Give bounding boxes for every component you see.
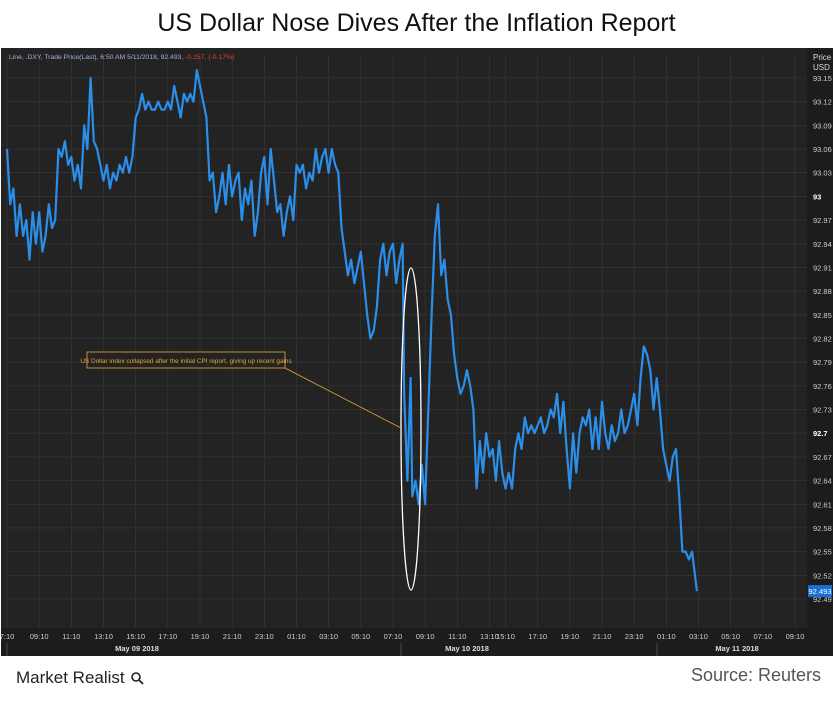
- y-tick-label: 92.52: [813, 571, 832, 580]
- y-tick-label: 92.94: [813, 240, 832, 249]
- series-line: [5, 69, 698, 592]
- x-tick-label: 13:10: [94, 632, 113, 641]
- y-tick-label: 92.79: [813, 358, 832, 367]
- y-tick-label: 92.64: [813, 477, 832, 486]
- y-tick-label: 93.12: [813, 98, 832, 107]
- x-tick-label: 09:10: [30, 632, 49, 641]
- x-tick-label: 05:10: [721, 632, 740, 641]
- y-tick-label: 93: [813, 192, 821, 201]
- y-axis-label: Price: [813, 53, 832, 62]
- x-tick-label: 15:10: [496, 632, 515, 641]
- x-tick-label: 21:10: [223, 632, 242, 641]
- x-tick-label: 09:10: [416, 632, 435, 641]
- x-tick-label: 19:10: [560, 632, 579, 641]
- x-tick-label: 01:10: [657, 632, 676, 641]
- y-tick-label: 92.55: [813, 548, 832, 557]
- x-tick-label: 17:10: [158, 632, 177, 641]
- y-tick-label: 92.85: [813, 311, 832, 320]
- y-tick-label: 93.09: [813, 121, 832, 130]
- y-tick-label: 92.97: [813, 216, 832, 225]
- x-tick-label: 23:10: [255, 632, 274, 641]
- y-tick-label: 93.03: [813, 169, 832, 178]
- highlight-ellipse: [400, 267, 422, 591]
- x-tick-label: 19:10: [191, 632, 210, 641]
- x-axis: 7:10 09:10 11:10 13:10 15:10 17:10 19:10 21:10 2…: [0, 628, 833, 656]
- annotation-box: [86, 351, 286, 369]
- y-tick-label: 93.06: [813, 145, 832, 154]
- magnifier-icon: [130, 672, 144, 685]
- x-tick-label: 21:10: [593, 632, 612, 641]
- y-tick-label: 92.7: [813, 429, 828, 438]
- y-tick-label: 92.49: [813, 595, 832, 604]
- brand-name: Market Realist: [16, 668, 125, 687]
- legend-label: Line, .DXY, Trade Price(Last), 6:50 AM 5…: [9, 54, 234, 61]
- x-tick-label: 07:10: [384, 632, 403, 641]
- y-tick-label: 93.15: [813, 74, 832, 83]
- y-tick-label: 92.76: [813, 382, 832, 391]
- x-tick-label: 11:10: [448, 632, 466, 641]
- overlay: Line, .DXY, Trade Price(Last), 6:50 AM 5…: [9, 54, 832, 598]
- x-tick-label: 03:10: [319, 632, 338, 641]
- x-tick-label: 11:10: [62, 632, 80, 641]
- y-tick-label: 92.73: [813, 406, 832, 415]
- y-tick-label: 92.82: [813, 335, 832, 344]
- annotation-text: US Dollar index collapsed after the init…: [80, 358, 291, 365]
- date-label: May 09 2018: [115, 644, 159, 653]
- x-tick-label: 03:10: [689, 632, 708, 641]
- date-label: May 11 2018: [715, 644, 758, 653]
- y-tick-label: 92.91: [813, 263, 832, 272]
- y-tick-label: 92.58: [813, 524, 832, 533]
- x-axis-panel: [1, 628, 833, 656]
- y-tick-label: 92.61: [813, 500, 832, 509]
- x-tick-label: 05:10: [351, 632, 370, 641]
- x-tick-label: 17:10: [528, 632, 547, 641]
- x-tick-label: 13:10: [480, 632, 499, 641]
- series-layer: [5, 69, 698, 592]
- page-title: US Dollar Nose Dives After the Inflation…: [157, 9, 676, 37]
- y-axis-unit: USD: [813, 63, 830, 72]
- y-tick-label: 92.88: [813, 287, 832, 296]
- x-tick-label: 09:10: [786, 632, 805, 641]
- y-tick-label: 92.67: [813, 453, 832, 462]
- brand-logo: Market Realist: [16, 668, 144, 688]
- y-axis-panel: [807, 48, 833, 628]
- x-tick-label: 07:10: [753, 632, 772, 641]
- x-tick-label: 15:10: [126, 632, 145, 641]
- x-tick-label: 7:10: [1, 632, 14, 641]
- x-tick-label: 01:10: [287, 632, 306, 641]
- date-label: May 10 2018: [445, 644, 489, 653]
- chart-container: Price USD 93.15 93.12 93.09 93.06 93.03 93 92.97…: [0, 48, 833, 656]
- annotation-leader: [284, 367, 402, 429]
- last-price-label: 92.493: [809, 587, 832, 596]
- source-note: Source: Reuters: [690, 665, 821, 685]
- last-price-marker: [808, 585, 832, 598]
- x-tick-label: 23:10: [625, 632, 644, 641]
